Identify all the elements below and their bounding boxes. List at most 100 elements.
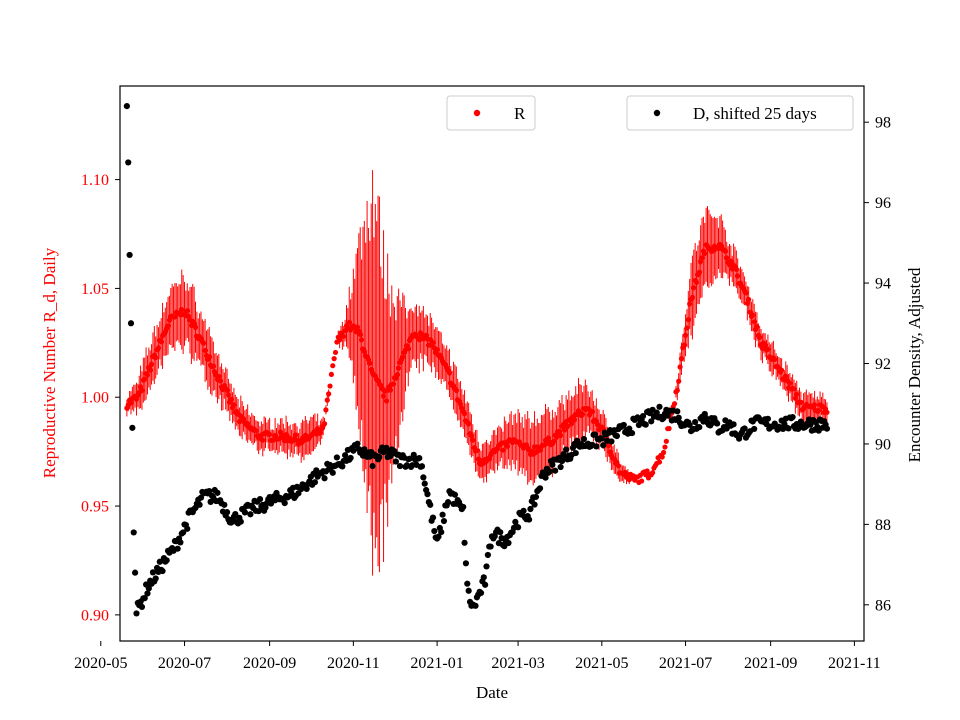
- x-tick-label: 2020-07: [158, 655, 211, 672]
- r-point: [545, 435, 551, 441]
- r-point: [148, 361, 155, 367]
- left-y-tick-label: 1.00: [81, 390, 109, 407]
- r-point: [676, 378, 682, 384]
- d-point: [497, 529, 504, 536]
- r-point: [500, 447, 506, 453]
- d-point: [483, 563, 490, 570]
- r-point: [142, 376, 148, 382]
- r-point: [693, 279, 700, 285]
- r-point: [779, 367, 785, 373]
- r-point: [293, 432, 299, 438]
- x-tick-label: 2021-03: [491, 655, 544, 672]
- r-point: [354, 324, 361, 330]
- r-point: [315, 426, 321, 432]
- legend-r-box: [446, 95, 536, 131]
- r-point: [186, 313, 192, 319]
- d-point: [600, 442, 607, 449]
- r-point: [678, 356, 685, 362]
- r-point: [216, 373, 222, 380]
- r-point: [267, 431, 273, 438]
- left-y-tick-label: 0.90: [81, 607, 109, 624]
- d-point: [580, 435, 588, 443]
- d-series-points: [123, 103, 831, 617]
- d-point: [223, 509, 231, 516]
- d-point: [180, 529, 187, 536]
- d-point: [536, 485, 544, 492]
- r-point: [699, 255, 705, 261]
- d-point: [664, 412, 671, 419]
- d-point: [376, 454, 383, 461]
- r-point: [328, 371, 334, 378]
- r-point: [691, 285, 697, 291]
- d-point: [462, 560, 470, 567]
- d-point: [438, 528, 445, 536]
- r-point: [685, 317, 691, 323]
- r-point: [330, 363, 336, 369]
- r-point: [434, 347, 440, 353]
- d-point: [484, 551, 491, 559]
- d-point: [591, 431, 599, 438]
- r-point: [792, 395, 798, 401]
- r-point: [684, 325, 690, 331]
- d-point: [498, 535, 505, 542]
- d-point: [237, 518, 244, 525]
- right-y-tick-label: 92: [875, 356, 891, 373]
- d-point: [159, 567, 166, 575]
- r-point: [783, 373, 789, 379]
- d-point: [396, 462, 404, 470]
- d-point: [206, 487, 213, 495]
- x-axis-label: Date: [476, 683, 508, 702]
- d-point: [480, 574, 487, 581]
- right-y-tick-label: 94: [875, 276, 891, 293]
- r-point: [461, 411, 468, 417]
- r-point: [387, 387, 394, 393]
- left-y-tick-label: 1.10: [81, 172, 109, 189]
- r-point: [400, 354, 406, 360]
- r-point: [811, 402, 818, 408]
- d-point: [247, 511, 254, 518]
- r-point: [361, 349, 367, 355]
- r-point: [533, 449, 539, 455]
- r-point: [824, 409, 830, 415]
- r-point: [735, 273, 741, 279]
- right-y-tick-label: 86: [875, 597, 891, 614]
- r-point: [689, 294, 696, 301]
- r-point: [179, 306, 185, 313]
- r-point: [564, 423, 571, 429]
- d-point: [339, 463, 346, 470]
- d-point: [730, 421, 737, 428]
- d-point: [648, 418, 655, 425]
- d-point: [823, 425, 831, 432]
- d-point: [196, 501, 203, 508]
- d-point: [311, 479, 319, 486]
- d-point: [557, 463, 564, 471]
- d-point: [255, 508, 262, 515]
- d-point: [163, 557, 170, 564]
- d-point: [133, 610, 140, 617]
- r-point: [390, 381, 396, 387]
- r-point: [474, 447, 480, 454]
- r-point: [682, 332, 689, 338]
- d-point: [789, 413, 796, 421]
- d-point: [465, 587, 472, 594]
- r-point: [184, 308, 190, 314]
- d-point: [347, 454, 354, 462]
- d-point: [472, 602, 479, 609]
- d-point: [156, 558, 163, 565]
- right-y-tick-label: 96: [875, 195, 891, 212]
- d-point: [451, 491, 459, 498]
- d-point: [542, 474, 549, 481]
- r-point: [750, 312, 756, 318]
- legend-d-marker: [653, 109, 661, 117]
- r-point: [201, 340, 207, 346]
- d-point: [593, 443, 600, 450]
- r-point: [662, 444, 668, 450]
- r-point: [217, 378, 223, 384]
- r-point: [772, 356, 778, 362]
- r-point: [357, 331, 363, 338]
- d-point: [123, 103, 130, 110]
- d-point: [145, 585, 152, 592]
- d-point: [482, 581, 489, 588]
- r-point: [757, 334, 763, 340]
- r-point: [650, 470, 656, 476]
